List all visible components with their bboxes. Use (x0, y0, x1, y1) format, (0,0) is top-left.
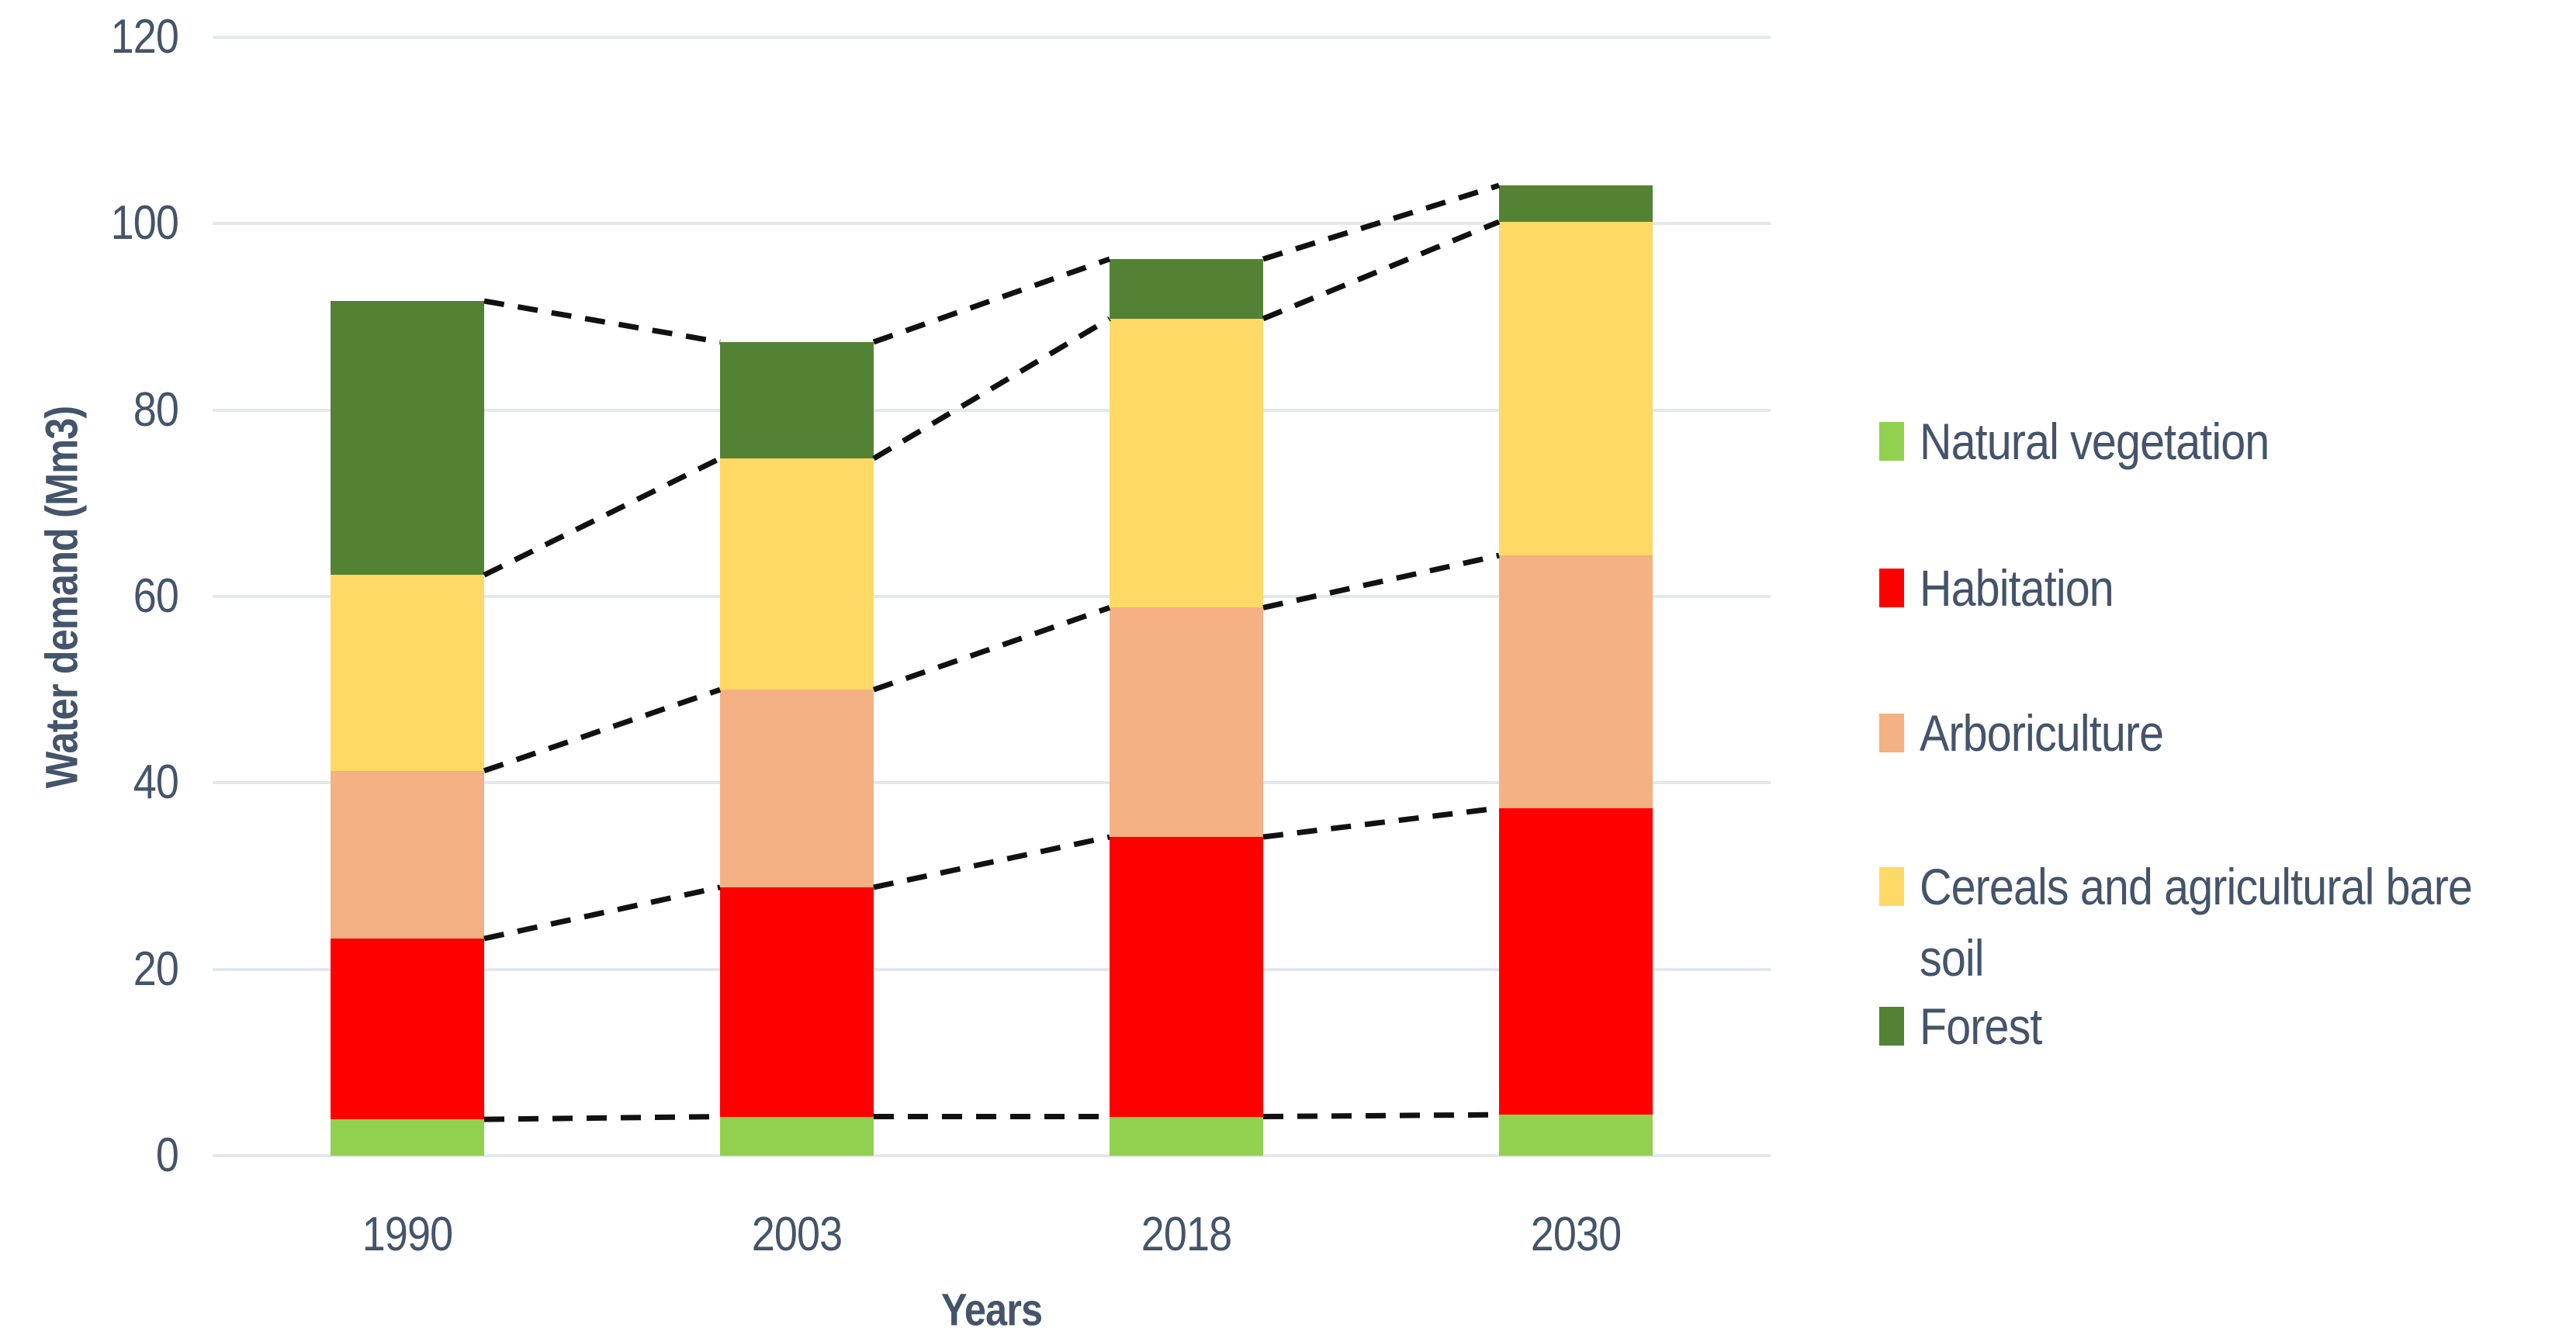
connector-dashed-line (483, 1114, 721, 1122)
y-tick-label: 40 (133, 755, 179, 810)
connector-dashed-line (1262, 552, 1500, 610)
legend-swatch (1879, 1007, 1904, 1046)
legend-swatch (1879, 422, 1904, 461)
connector-dashed-line (872, 605, 1111, 693)
legend-label: Habitation (1920, 559, 2114, 617)
connector-dashed-line (1262, 219, 1501, 322)
x-tick-label: 2018 (1141, 1208, 1232, 1261)
bar-segment (720, 1116, 874, 1156)
bar-segment (720, 458, 874, 690)
legend-item: Habitation (1879, 552, 2564, 624)
bar-segment (331, 575, 484, 771)
connector-dashed-line (483, 686, 722, 774)
connector-dashed-line (1262, 805, 1500, 840)
connector-dashed-line (873, 834, 1110, 890)
bar-segment (1499, 221, 1653, 556)
legend-label: Arboriculture (1920, 704, 2164, 762)
bar-segment (720, 341, 874, 459)
bar-segment (331, 1119, 484, 1156)
legend-label: Forest (1920, 997, 2042, 1055)
x-tick-label: 1990 (362, 1208, 453, 1261)
bar-segment (1499, 185, 1653, 222)
gridline (213, 36, 1771, 39)
connector-dashed-line (483, 456, 722, 578)
connector-dashed-line (872, 316, 1111, 462)
bar-segment (1110, 1116, 1263, 1156)
x-axis-title: Years (940, 1284, 1043, 1336)
y-tick-label: 0 (155, 1129, 179, 1182)
legend-label: Cereals and agricultural bare soil (1920, 858, 2473, 987)
connector-dashed-line (483, 298, 721, 345)
y-tick-label: 60 (133, 569, 179, 623)
gridline (213, 1154, 1771, 1157)
y-tick-label: 80 (133, 382, 179, 437)
bar-segment (1499, 1115, 1653, 1156)
y-tick-label: 20 (133, 942, 179, 996)
bar-segment (1110, 318, 1263, 608)
y-tick-label: 120 (110, 10, 179, 64)
bar-segment (331, 301, 484, 576)
x-tick-label: 2003 (751, 1208, 843, 1261)
bar-segment (720, 690, 874, 887)
legend-swatch (1879, 569, 1904, 607)
x-tick-label: 2030 (1530, 1208, 1622, 1261)
legend-swatch (1879, 867, 1904, 906)
bar-segment (1499, 555, 1653, 808)
bar-segment (1499, 807, 1653, 1115)
connector-dashed-line (872, 256, 1111, 345)
legend-item: Arboriculture (1879, 697, 2564, 769)
connector-dashed-line (483, 884, 721, 942)
bar-segment (1110, 607, 1263, 838)
legend-label: Natural vegetation (1920, 413, 2270, 470)
bar-segment (720, 887, 874, 1117)
legend-item: Forest (1879, 991, 2564, 1062)
bar-segment (331, 770, 484, 939)
legend-item: Cereals and agricultural bare soil (1879, 851, 2564, 994)
bar-segment (1110, 837, 1263, 1117)
gridline (213, 222, 1771, 226)
gridline (213, 781, 1771, 785)
bar-segment (1110, 258, 1263, 319)
legend-item: Natural vegetation (1879, 406, 2564, 477)
gridline (213, 595, 1771, 598)
gridline (213, 967, 1771, 971)
legend-swatch (1879, 714, 1904, 752)
y-tick-label: 100 (110, 196, 179, 251)
connector-dashed-line (1262, 1112, 1500, 1120)
bar-segment (331, 939, 484, 1120)
